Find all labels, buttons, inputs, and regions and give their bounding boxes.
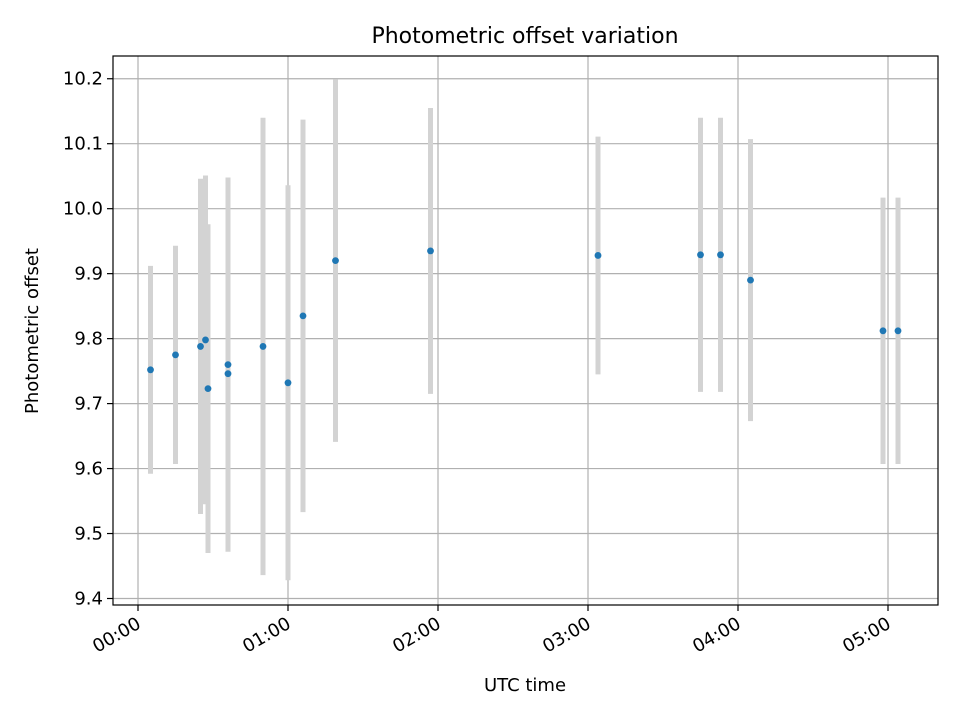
data-point [284,379,292,387]
y-tick-label: 9.8 [74,329,103,350]
chart-title: Photometric offset variation [371,24,678,49]
data-point [147,366,154,374]
y-axis: 9.4 9.5 9.6 9.7 9.8 9.9 10.0 10.1 10.2 [63,69,113,610]
data-point [224,370,232,378]
x-axis-label: UTC time [484,675,566,696]
data-point [224,361,232,369]
y-tick-label: 9.7 [74,394,103,415]
y-tick-label: 9.5 [74,524,103,545]
y-tick-label: 9.6 [74,459,103,480]
y-tick-label: 10.0 [63,199,103,220]
data-point [202,336,209,344]
data-point [197,343,204,350]
data-point [697,251,704,259]
data-point [172,351,179,359]
data-point [717,251,724,259]
data-point [894,327,902,335]
data-points [147,247,902,393]
data-point [594,252,602,259]
y-tick-label: 9.9 [74,264,103,285]
y-tick-label: 10.2 [63,69,103,90]
plot-area-frame [112,55,939,606]
data-point [332,257,339,265]
y-tick-label: 9.4 [74,589,103,610]
data-point [204,385,212,393]
y-tick-label: 10.1 [63,134,103,155]
data-point [879,327,887,335]
data-point [427,247,434,255]
data-point [259,343,267,350]
grid [113,56,938,605]
data-point [747,276,754,284]
data-point [299,312,307,320]
y-axis-label: Photometric offset [22,248,43,414]
